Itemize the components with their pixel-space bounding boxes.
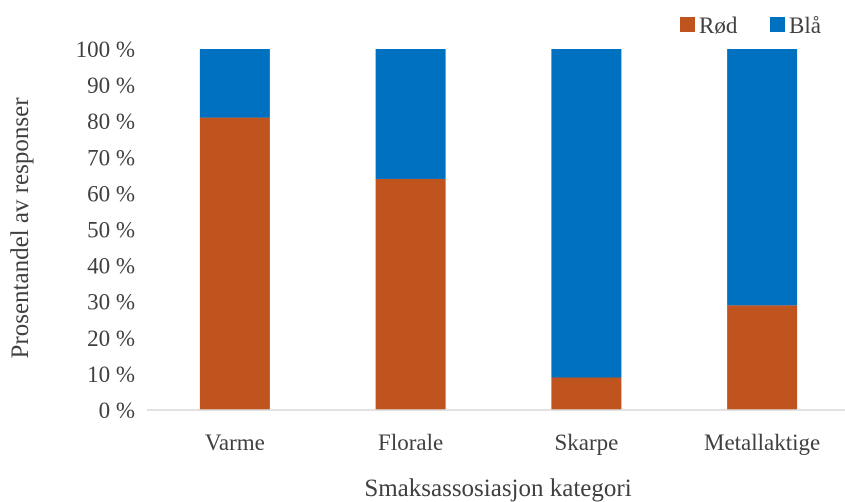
y-tick-label: 90 % bbox=[87, 73, 135, 98]
x-category-label: Skarpe bbox=[554, 430, 618, 455]
y-tick-label: 100 % bbox=[76, 37, 135, 62]
bar-bla-2 bbox=[551, 49, 622, 378]
bar-bla-3 bbox=[727, 49, 798, 306]
y-tick-label: 40 % bbox=[87, 254, 135, 279]
legend: Rød Blå bbox=[680, 13, 821, 38]
y-tick-label: 80 % bbox=[87, 109, 135, 134]
legend-swatch bbox=[680, 17, 695, 32]
x-axis-title: Smaksassosiasjon kategori bbox=[364, 475, 631, 502]
y-tick-label: 10 % bbox=[87, 362, 135, 387]
bar-rod-2 bbox=[551, 377, 622, 410]
bar-rod-3 bbox=[727, 305, 798, 410]
y-axis-ticks: 0 % 10 % 20 % 30 % 40 % 50 % 60 % 70 % 80 % 90 % 1… bbox=[76, 37, 135, 423]
x-category-label: Metallaktige bbox=[704, 430, 820, 455]
y-tick-label: 70 % bbox=[87, 145, 135, 170]
y-axis-title: Prosentandel av responser bbox=[7, 97, 34, 359]
legend-label: Blå bbox=[789, 13, 821, 38]
bar-rod-0 bbox=[199, 117, 270, 410]
bar-bla-0 bbox=[199, 49, 270, 118]
legend-swatch bbox=[770, 17, 785, 32]
x-category-label: Varme bbox=[205, 430, 265, 455]
y-tick-label: 30 % bbox=[87, 290, 135, 315]
y-tick-label: 0 % bbox=[99, 398, 135, 423]
legend-label: Rød bbox=[699, 13, 738, 38]
bar-bla-1 bbox=[375, 49, 446, 179]
y-tick-label: 60 % bbox=[87, 181, 135, 206]
x-category-label: Florale bbox=[378, 430, 443, 455]
y-tick-label: 50 % bbox=[87, 218, 135, 243]
x-axis-category-labels: Varme Florale Skarpe Metallaktige bbox=[205, 430, 820, 455]
bar-rod-1 bbox=[375, 178, 446, 410]
y-tick-label: 20 % bbox=[87, 326, 135, 351]
bars bbox=[199, 49, 798, 410]
